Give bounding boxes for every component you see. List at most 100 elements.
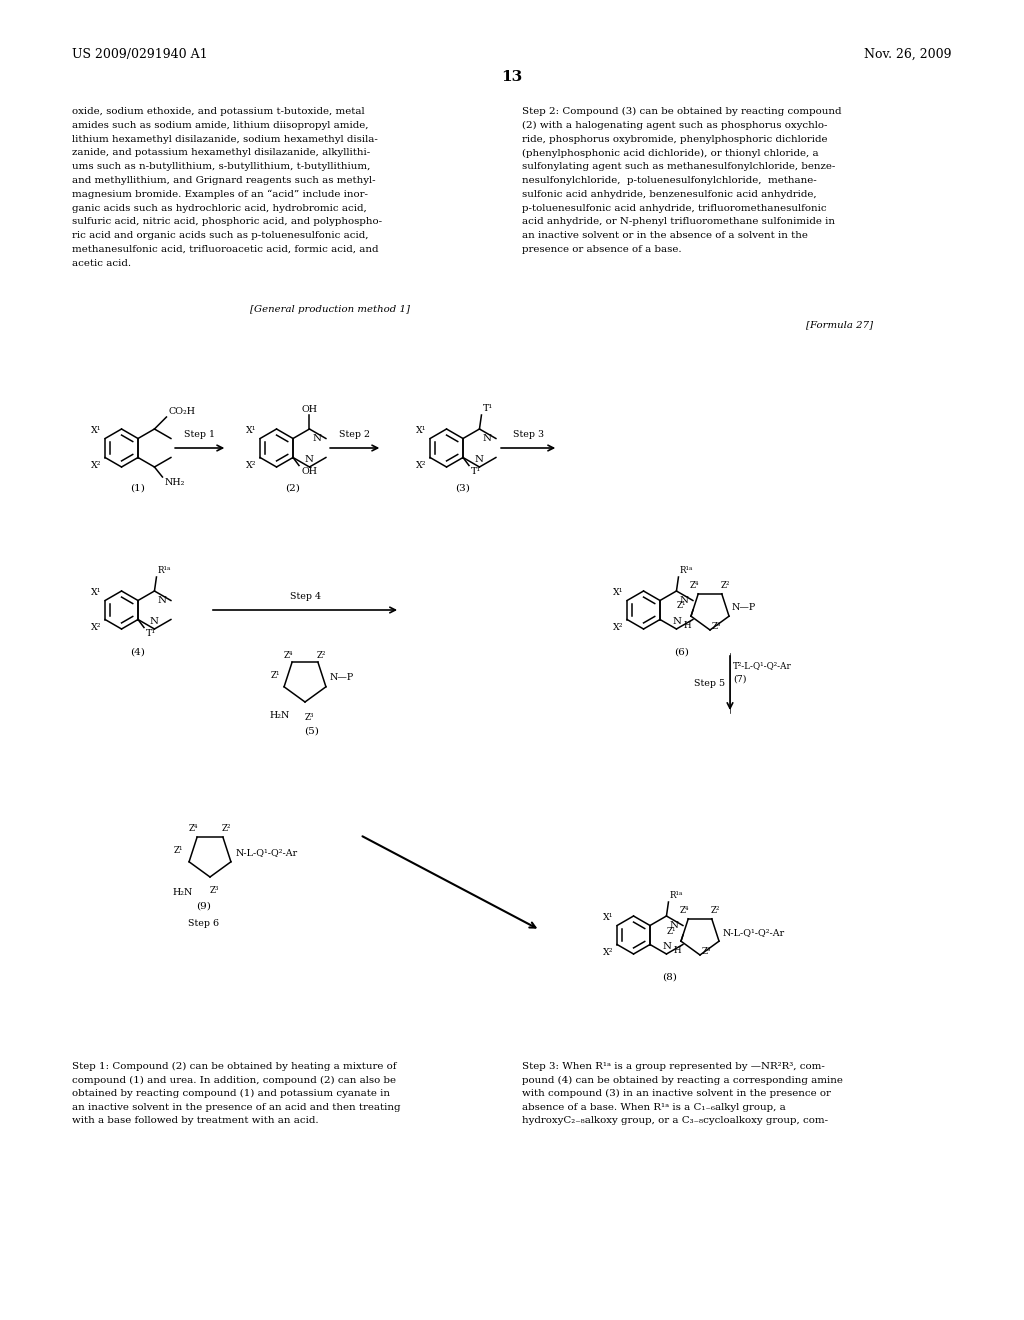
Text: X¹: X¹: [91, 587, 101, 597]
Text: X²: X²: [91, 461, 101, 470]
Text: Z¹: Z¹: [667, 927, 676, 936]
Text: T¹: T¹: [471, 466, 481, 475]
Text: Z⁴: Z⁴: [689, 581, 699, 590]
Text: (6): (6): [674, 647, 689, 656]
Text: 13: 13: [502, 70, 522, 84]
Text: Z¹: Z¹: [174, 846, 183, 855]
Text: N: N: [669, 921, 678, 931]
Text: T¹: T¹: [146, 628, 156, 638]
Text: Step 2: Compound (3) can be obtained by reacting compound: Step 2: Compound (3) can be obtained by …: [522, 107, 842, 116]
Text: H: H: [674, 946, 681, 956]
Text: X¹: X¹: [91, 425, 101, 434]
Text: N: N: [679, 597, 688, 606]
Text: X¹: X¹: [613, 587, 624, 597]
Text: Z¹: Z¹: [270, 671, 280, 680]
Text: US 2009/0291940 A1: US 2009/0291940 A1: [72, 48, 208, 61]
Text: Step 6: Step 6: [187, 919, 219, 928]
Text: N: N: [305, 455, 314, 465]
Text: (8): (8): [663, 972, 677, 981]
Text: X¹: X¹: [246, 425, 257, 434]
Text: X²: X²: [613, 623, 624, 632]
Text: N-L-Q¹-Q²-Ar: N-L-Q¹-Q²-Ar: [723, 928, 785, 937]
Text: (2): (2): [286, 483, 300, 492]
Text: hydroxyC₂₋₈alkoxy group, or a C₃₋₈cycloalkoxy group, com-: hydroxyC₂₋₈alkoxy group, or a C₃₋₈cycloa…: [522, 1115, 828, 1125]
Text: methanesulfonic acid, trifluoroacetic acid, formic acid, and: methanesulfonic acid, trifluoroacetic ac…: [72, 246, 379, 253]
Text: X²: X²: [246, 461, 257, 470]
Text: sulfonic acid anhydride, benzenesulfonic acid anhydride,: sulfonic acid anhydride, benzenesulfonic…: [522, 190, 816, 199]
Text: Z³: Z³: [210, 886, 219, 895]
Text: (1): (1): [131, 483, 145, 492]
Text: OH: OH: [301, 405, 317, 414]
Text: X²: X²: [416, 461, 427, 470]
Text: Step 3: When R¹ᵃ is a group represented by —NR²R³, com-: Step 3: When R¹ᵃ is a group represented …: [522, 1063, 825, 1071]
Text: N: N: [312, 434, 322, 444]
Text: [Formula 27]: [Formula 27]: [807, 319, 873, 329]
Text: N—P: N—P: [732, 602, 757, 611]
Text: R¹ᵃ: R¹ᵃ: [670, 891, 683, 900]
Text: lithium hexamethyl disilazanide, sodium hexamethyl disila-: lithium hexamethyl disilazanide, sodium …: [72, 135, 378, 144]
Text: Step 5: Step 5: [694, 678, 725, 688]
Text: presence or absence of a base.: presence or absence of a base.: [522, 246, 682, 253]
Text: T²-L-Q¹-Q²-Ar: T²-L-Q¹-Q²-Ar: [733, 661, 792, 671]
Text: ric acid and organic acids such as p-toluenesulfonic acid,: ric acid and organic acids such as p-tol…: [72, 231, 369, 240]
Text: (4): (4): [131, 647, 145, 656]
Text: zanide, and potassium hexamethyl disilazanide, alkyllithi-: zanide, and potassium hexamethyl disilaz…: [72, 148, 371, 157]
Text: [General production method 1]: [General production method 1]: [250, 305, 410, 314]
Text: N: N: [150, 618, 159, 626]
Text: acid anhydride, or N-phenyl trifluoromethane sulfonimide in: acid anhydride, or N-phenyl trifluoromet…: [522, 218, 835, 227]
Text: Step 4: Step 4: [290, 591, 321, 601]
Text: X¹: X¹: [603, 912, 613, 921]
Text: X²: X²: [603, 948, 613, 957]
Text: Z²: Z²: [711, 906, 720, 915]
Text: Z⁴: Z⁴: [284, 651, 293, 660]
Text: oxide, sodium ethoxide, and potassium t-butoxide, metal: oxide, sodium ethoxide, and potassium t-…: [72, 107, 365, 116]
Text: ums such as n-butyllithium, s-butyllithium, t-butyllithium,: ums such as n-butyllithium, s-butyllithi…: [72, 162, 371, 172]
Text: H₂N: H₂N: [269, 710, 290, 719]
Text: absence of a base. When R¹ᵃ is a C₁₋₆alkyl group, a: absence of a base. When R¹ᵃ is a C₁₋₆alk…: [522, 1102, 785, 1111]
Text: X²: X²: [91, 623, 101, 632]
Text: ganic acids such as hydrochloric acid, hydrobromic acid,: ganic acids such as hydrochloric acid, h…: [72, 203, 367, 213]
Text: Z²: Z²: [222, 824, 231, 833]
Text: N: N: [663, 941, 672, 950]
Text: an inactive solvent in the presence of an acid and then treating: an inactive solvent in the presence of a…: [72, 1102, 400, 1111]
Text: sulfonylating agent such as methanesulfonylchloride, benze-: sulfonylating agent such as methanesulfo…: [522, 162, 836, 172]
Text: CO₂H: CO₂H: [169, 407, 196, 416]
Text: (2) with a halogenating agent such as phosphorus oxychlo-: (2) with a halogenating agent such as ph…: [522, 121, 827, 129]
Text: NH₂: NH₂: [165, 478, 184, 487]
Text: N-L-Q¹-Q²-Ar: N-L-Q¹-Q²-Ar: [236, 849, 297, 857]
Text: N: N: [475, 455, 484, 465]
Text: acetic acid.: acetic acid.: [72, 259, 131, 268]
Text: and methyllithium, and Grignard reagents such as methyl-: and methyllithium, and Grignard reagents…: [72, 176, 376, 185]
Text: Nov. 26, 2009: Nov. 26, 2009: [864, 48, 952, 61]
Text: T¹: T¹: [482, 404, 493, 413]
Text: nesulfonylchloride,  p-toluenesulfonylchloride,  methane-: nesulfonylchloride, p-toluenesulfonylchl…: [522, 176, 817, 185]
Text: (3): (3): [456, 483, 470, 492]
Text: Z³: Z³: [701, 946, 711, 956]
Text: amides such as sodium amide, lithium diisopropyl amide,: amides such as sodium amide, lithium dii…: [72, 121, 369, 129]
Text: X¹: X¹: [416, 425, 427, 434]
Text: Step 3: Step 3: [513, 430, 544, 440]
Text: (5): (5): [304, 726, 319, 735]
Text: an inactive solvent or in the absence of a solvent in the: an inactive solvent or in the absence of…: [522, 231, 808, 240]
Text: Step 1: Step 1: [184, 430, 215, 440]
Text: H₂N: H₂N: [172, 888, 193, 898]
Text: pound (4) can be obtained by reacting a corresponding amine: pound (4) can be obtained by reacting a …: [522, 1076, 843, 1085]
Text: N—P: N—P: [329, 673, 353, 682]
Text: Z²: Z²: [721, 581, 730, 590]
Text: with a base followed by treatment with an acid.: with a base followed by treatment with a…: [72, 1115, 318, 1125]
Text: magnesium bromide. Examples of an “acid” include inor-: magnesium bromide. Examples of an “acid”…: [72, 190, 368, 199]
Text: N: N: [673, 616, 682, 626]
Text: p-toluenesulfonic acid anhydride, trifluoromethanesulfonic: p-toluenesulfonic acid anhydride, triflu…: [522, 203, 826, 213]
Text: Z³: Z³: [305, 713, 314, 722]
Text: Z⁴: Z⁴: [680, 906, 689, 915]
Text: ride, phosphorus oxybromide, phenylphosphoric dichloride: ride, phosphorus oxybromide, phenylphosp…: [522, 135, 827, 144]
Text: Z³: Z³: [712, 622, 721, 631]
Text: with compound (3) in an inactive solvent in the presence or: with compound (3) in an inactive solvent…: [522, 1089, 830, 1098]
Text: Z¹: Z¹: [677, 602, 686, 610]
Text: Z²: Z²: [317, 651, 327, 660]
Text: (phenylphosphonic acid dichloride), or thionyl chloride, a: (phenylphosphonic acid dichloride), or t…: [522, 148, 818, 157]
Text: H: H: [684, 622, 691, 630]
Text: R¹ᵃ: R¹ᵃ: [158, 566, 171, 576]
Text: N: N: [157, 597, 166, 606]
Text: Step 2: Step 2: [339, 430, 371, 440]
